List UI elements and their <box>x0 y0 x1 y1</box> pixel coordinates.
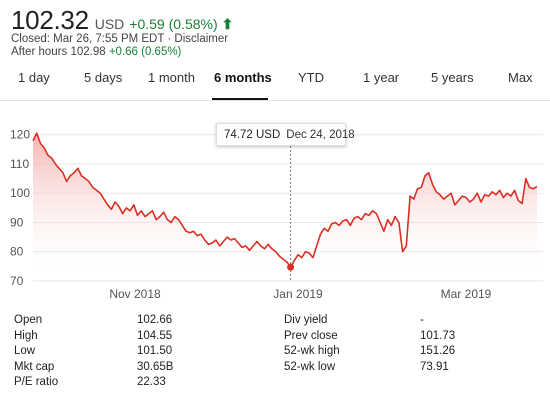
after-hours: After hours 102.98 +0.66 (0.65%) <box>11 46 541 59</box>
price-chart[interactable]: 70 80 90 100 110 120 Nov 2018 Jan 2019 Mar 2019 <box>0 101 550 306</box>
quote-header: 102.32 USD +0.59 (0.58%) ⬆ Closed: Mar 2… <box>11 5 541 59</box>
tab-1-month[interactable]: 1 month <box>148 70 195 85</box>
stat-label: Div yield <box>284 314 328 326</box>
stat-label: Open <box>14 314 43 326</box>
stat-label: 52-wk high <box>284 345 340 358</box>
x-tick-label: Nov 2018 <box>109 287 161 301</box>
after-hours-change: +0.66 (0.65%) <box>108 46 182 58</box>
price-chart-svg[interactable]: 70 80 90 100 110 120 Nov 2018 Jan 2019 Mar 2019 <box>0 101 550 306</box>
stat-label: High <box>14 329 38 342</box>
y-tick-label: 90 <box>10 215 24 229</box>
currency-label: USD <box>94 16 125 32</box>
tab-divider <box>0 100 550 101</box>
active-tab-indicator <box>212 98 268 101</box>
stat-label: 52-wk low <box>284 360 336 373</box>
chart-tooltip: 74.72 USD Dec 24, 2018 <box>216 123 355 146</box>
tab-ytd[interactable]: YTD <box>298 70 324 85</box>
stat-value: 30.65B <box>137 360 174 373</box>
stat-value: 101.50 <box>137 345 173 358</box>
stat-value: 102.66 <box>137 314 173 326</box>
tab-6-months[interactable]: 6 months <box>214 70 272 85</box>
price-line <box>32 132 538 268</box>
up-arrow-icon: ⬆ <box>221 16 234 32</box>
stat-label: P/E ratio <box>14 376 59 389</box>
tab-1-year[interactable]: 1 year <box>363 70 400 85</box>
x-tick-label: Jan 2019 <box>273 287 323 301</box>
tab-1-day[interactable]: 1 day <box>18 70 50 85</box>
tab-5-days[interactable]: 5 days <box>84 70 123 85</box>
stat-value: - <box>420 314 424 326</box>
y-tick-label: 70 <box>10 274 24 288</box>
y-tick-label: 110 <box>10 157 29 171</box>
y-tick-label: 120 <box>10 128 30 142</box>
stat-label: Mkt cap <box>14 360 55 373</box>
stat-value: 104.55 <box>137 329 173 342</box>
current-price: 102.32 <box>11 5 89 35</box>
stat-value: 101.73 <box>420 329 456 342</box>
price-area <box>33 133 537 281</box>
highlight-point[interactable] <box>287 263 295 271</box>
y-tick-label: 80 <box>10 245 24 259</box>
y-tick-label: 100 <box>10 186 30 200</box>
tab-max[interactable]: Max <box>508 70 533 85</box>
after-hours-label: After hours 102.98 <box>11 46 106 58</box>
tooltip-price: 74.72 USD <box>224 128 281 141</box>
tab-5-years[interactable]: 5 years <box>431 70 474 85</box>
closed-status: Closed: Mar 26, 7:55 PM EDT · Disclaimer <box>11 33 229 45</box>
stat-value: 73.91 <box>420 360 449 373</box>
stat-label: Prev close <box>284 329 338 342</box>
tooltip-date: Dec 24, 2018 <box>286 128 355 141</box>
price-change: +0.59 (0.58%) <box>129 16 218 32</box>
price-row: 102.32 USD +0.59 (0.58%) ⬆ <box>11 5 541 35</box>
x-tick-label: Mar 2019 <box>441 287 492 301</box>
stat-label: Low <box>14 345 36 358</box>
stat-value: 151.26 <box>420 345 456 358</box>
range-tabs: 1 day 5 days 1 month 6 months YTD 1 year 5 yea… <box>0 70 550 101</box>
stat-value: 22.33 <box>137 376 166 389</box>
